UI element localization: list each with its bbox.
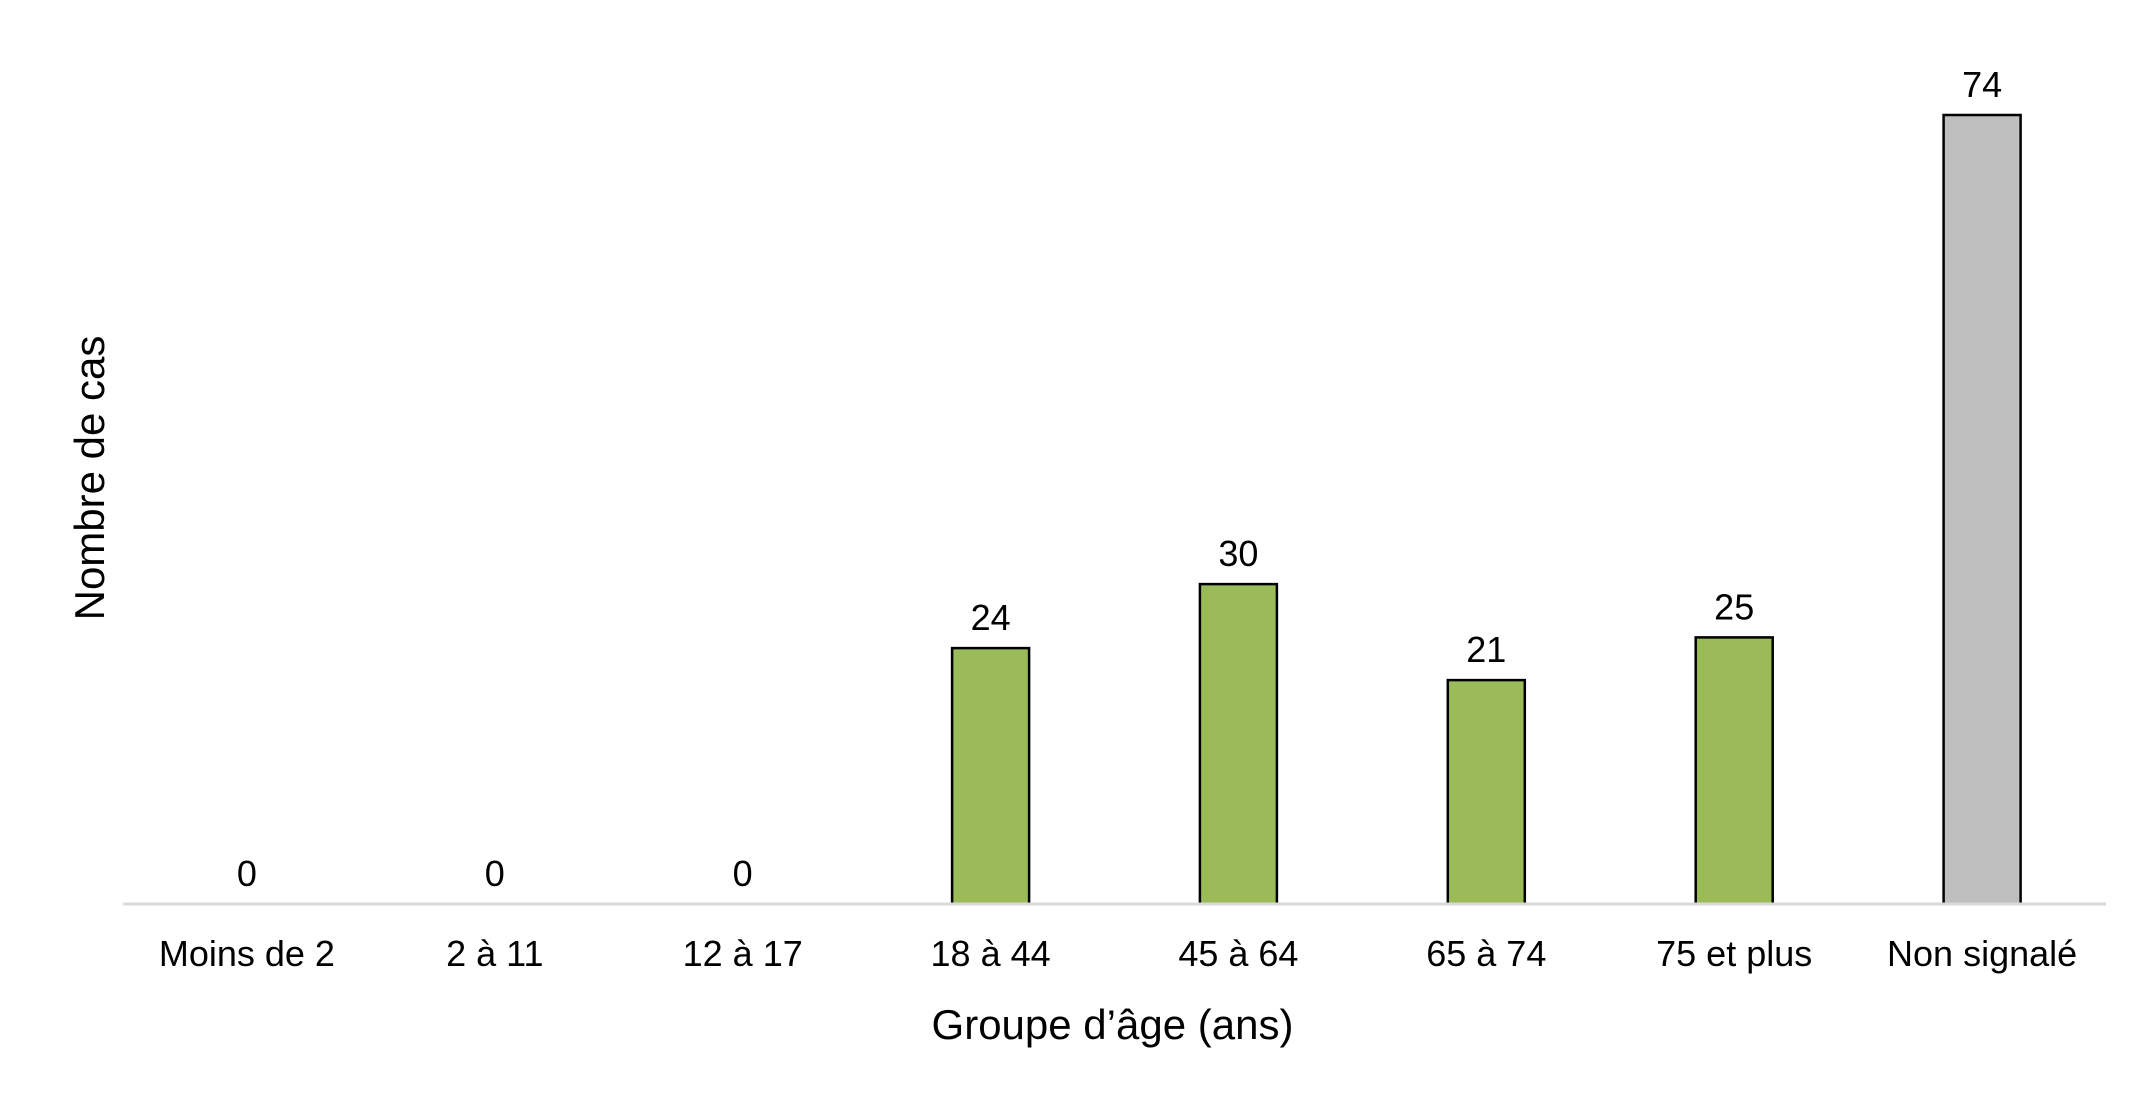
x-tick-label-6: 75 et plus <box>1656 933 1812 974</box>
data-label-2: 0 <box>733 853 753 894</box>
x-tick-label-5: 65 à 74 <box>1426 933 1546 974</box>
data-label-5: 21 <box>1466 629 1506 670</box>
data-label-4: 30 <box>1218 533 1258 574</box>
bar-6 <box>1694 636 1774 906</box>
bar-7 <box>1942 113 2022 906</box>
x-tick-label-1: 2 à 11 <box>446 933 543 974</box>
x-tick-label-7: Non signalé <box>1887 933 2077 974</box>
data-label-6: 25 <box>1714 586 1754 627</box>
data-label-3: 24 <box>971 597 1011 638</box>
x-axis-title: Groupe d’âge (ans) <box>932 1001 1294 1048</box>
y-axis-title: Nombre de cas <box>66 336 113 621</box>
bar-3 <box>950 646 1031 906</box>
x-tick-label-3: 18 à 44 <box>931 933 1051 974</box>
x-tick-labels-layer: Moins de 2 2 à 11 12 à 17 18 à 44 45 à 64 65 … <box>159 933 2077 974</box>
data-label-1: 0 <box>485 853 505 894</box>
x-tick-label-0: Moins de 2 <box>159 933 335 974</box>
bar-5 <box>1446 678 1527 906</box>
data-label-0: 0 <box>237 853 257 894</box>
x-tick-label-2: 12 à 17 <box>683 933 803 974</box>
data-labels-layer: 0 0 0 24 30 21 25 74 <box>237 64 2002 894</box>
x-tick-label-4: 45 à 64 <box>1178 933 1298 974</box>
bars-layer <box>950 113 2022 906</box>
bar-4 <box>1198 582 1279 906</box>
data-label-7: 74 <box>1962 64 2002 105</box>
